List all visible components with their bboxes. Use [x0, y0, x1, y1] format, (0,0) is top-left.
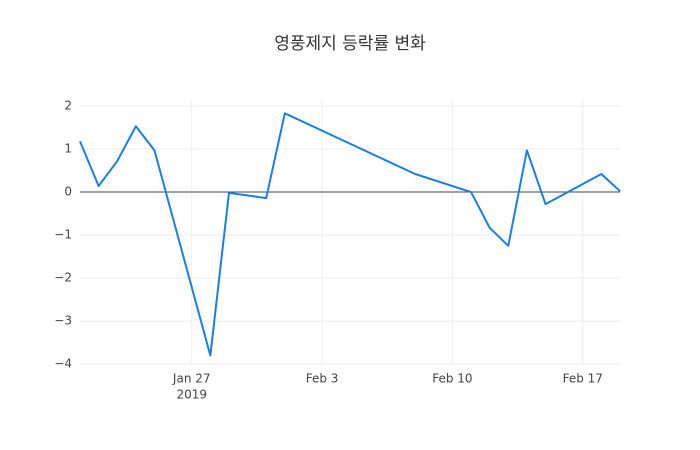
y-tick-label: 1 — [64, 142, 72, 156]
y-tick-label: −3 — [54, 314, 72, 328]
x-tick-label: Feb 3 — [306, 372, 339, 386]
y-tick-label: −2 — [54, 271, 72, 285]
y-tick-label: 2 — [64, 99, 72, 113]
y-tick-label: −4 — [54, 357, 72, 371]
x-tick-label: Feb 10 — [432, 372, 472, 386]
y-tick-label: −1 — [54, 228, 72, 242]
line-series — [79, 112, 621, 357]
x-tick-label: Feb 17 — [563, 372, 603, 386]
x-tick-label: Jan 27 — [172, 372, 211, 386]
y-tick-label: 0 — [64, 185, 72, 199]
chart-title: 영풍제지 등락률 변화 — [274, 34, 426, 54]
x-year-label: 2019 — [176, 388, 207, 402]
